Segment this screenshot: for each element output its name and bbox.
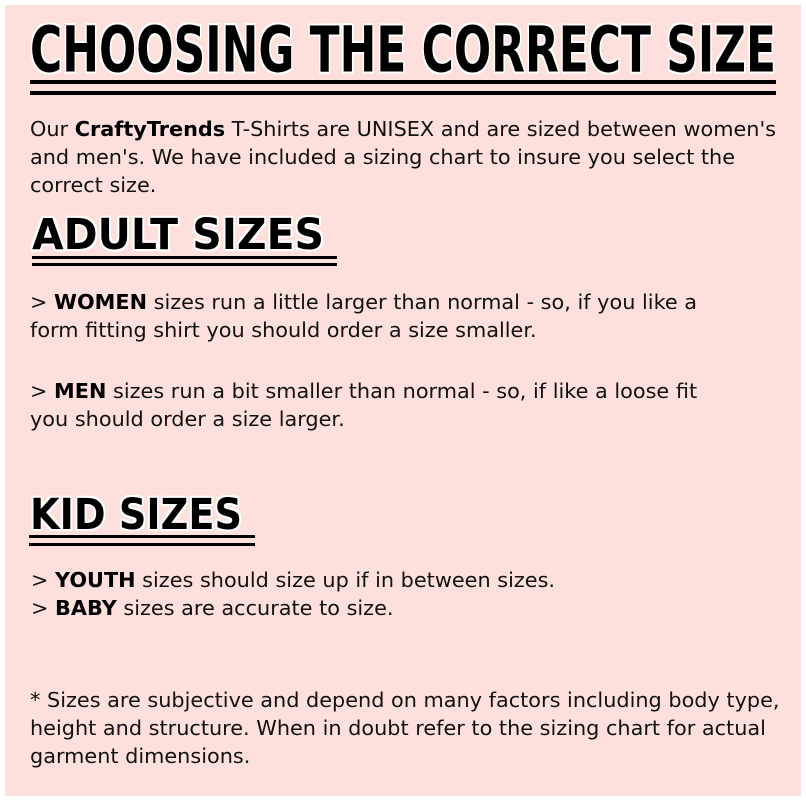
- intro-paragraph: Our CraftyTrends T-Shirts are UNISEX and…: [30, 115, 776, 199]
- bullet-marker: >: [31, 568, 56, 592]
- footnote-text: * Sizes are subjective and depend on man…: [30, 688, 780, 712]
- bullet-marker: >: [31, 596, 56, 620]
- kid-heading-wrap: KID SIZES: [30, 490, 274, 541]
- women-text: form fitting shirt you should order a si…: [30, 318, 537, 342]
- men-text: you should order a size larger.: [30, 407, 345, 431]
- intro-text: Our: [30, 117, 75, 141]
- kid-sizes-heading: KID SIZES: [30, 490, 242, 540]
- kid-notes: > YOUTH sizes should size up if in betwe…: [31, 566, 555, 622]
- women-note: > WOMEN sizes run a little larger than n…: [30, 288, 697, 344]
- adult-heading-wrap: ADULT SIZES: [32, 210, 346, 261]
- title-divider-bottom: [30, 91, 776, 95]
- size-guide-panel: [5, 5, 801, 796]
- men-text: sizes run a bit smaller than normal - so…: [106, 379, 698, 403]
- adult-divider-bottom: [32, 263, 337, 266]
- men-label: MEN: [54, 379, 107, 403]
- intro-text: correct size.: [30, 173, 157, 197]
- youth-label: YOUTH: [55, 568, 136, 592]
- baby-label: BABY: [55, 596, 117, 620]
- kid-divider-bottom: [29, 543, 255, 546]
- women-text: sizes run a little larger than normal - …: [146, 290, 698, 314]
- men-note: > MEN sizes run a bit smaller than norma…: [30, 377, 697, 433]
- adult-sizes-heading: ADULT SIZES: [32, 210, 324, 260]
- bullet-marker: >: [30, 290, 55, 314]
- baby-text: sizes are accurate to size.: [116, 596, 394, 620]
- page-title-wrap: CHOOSING THE CORRECT SIZE: [30, 14, 806, 88]
- brand-name: CraftyTrends: [74, 117, 226, 141]
- footnote-text: garment dimensions.: [30, 744, 251, 768]
- title-divider-top: [30, 80, 776, 84]
- page-title: CHOOSING THE CORRECT SIZE: [30, 14, 776, 88]
- footnote-text: height and structure. When in doubt refe…: [30, 716, 766, 740]
- women-label: WOMEN: [54, 290, 147, 314]
- bullet-marker: >: [30, 379, 55, 403]
- intro-text: T-Shirts are UNISEX and are sized betwee…: [225, 117, 776, 141]
- footnote: * Sizes are subjective and depend on man…: [30, 686, 780, 770]
- youth-text: sizes should size up if in between sizes…: [135, 568, 556, 592]
- adult-divider-top: [32, 256, 337, 259]
- kid-divider-top: [29, 535, 255, 538]
- intro-text: and men's. We have included a sizing cha…: [30, 145, 736, 169]
